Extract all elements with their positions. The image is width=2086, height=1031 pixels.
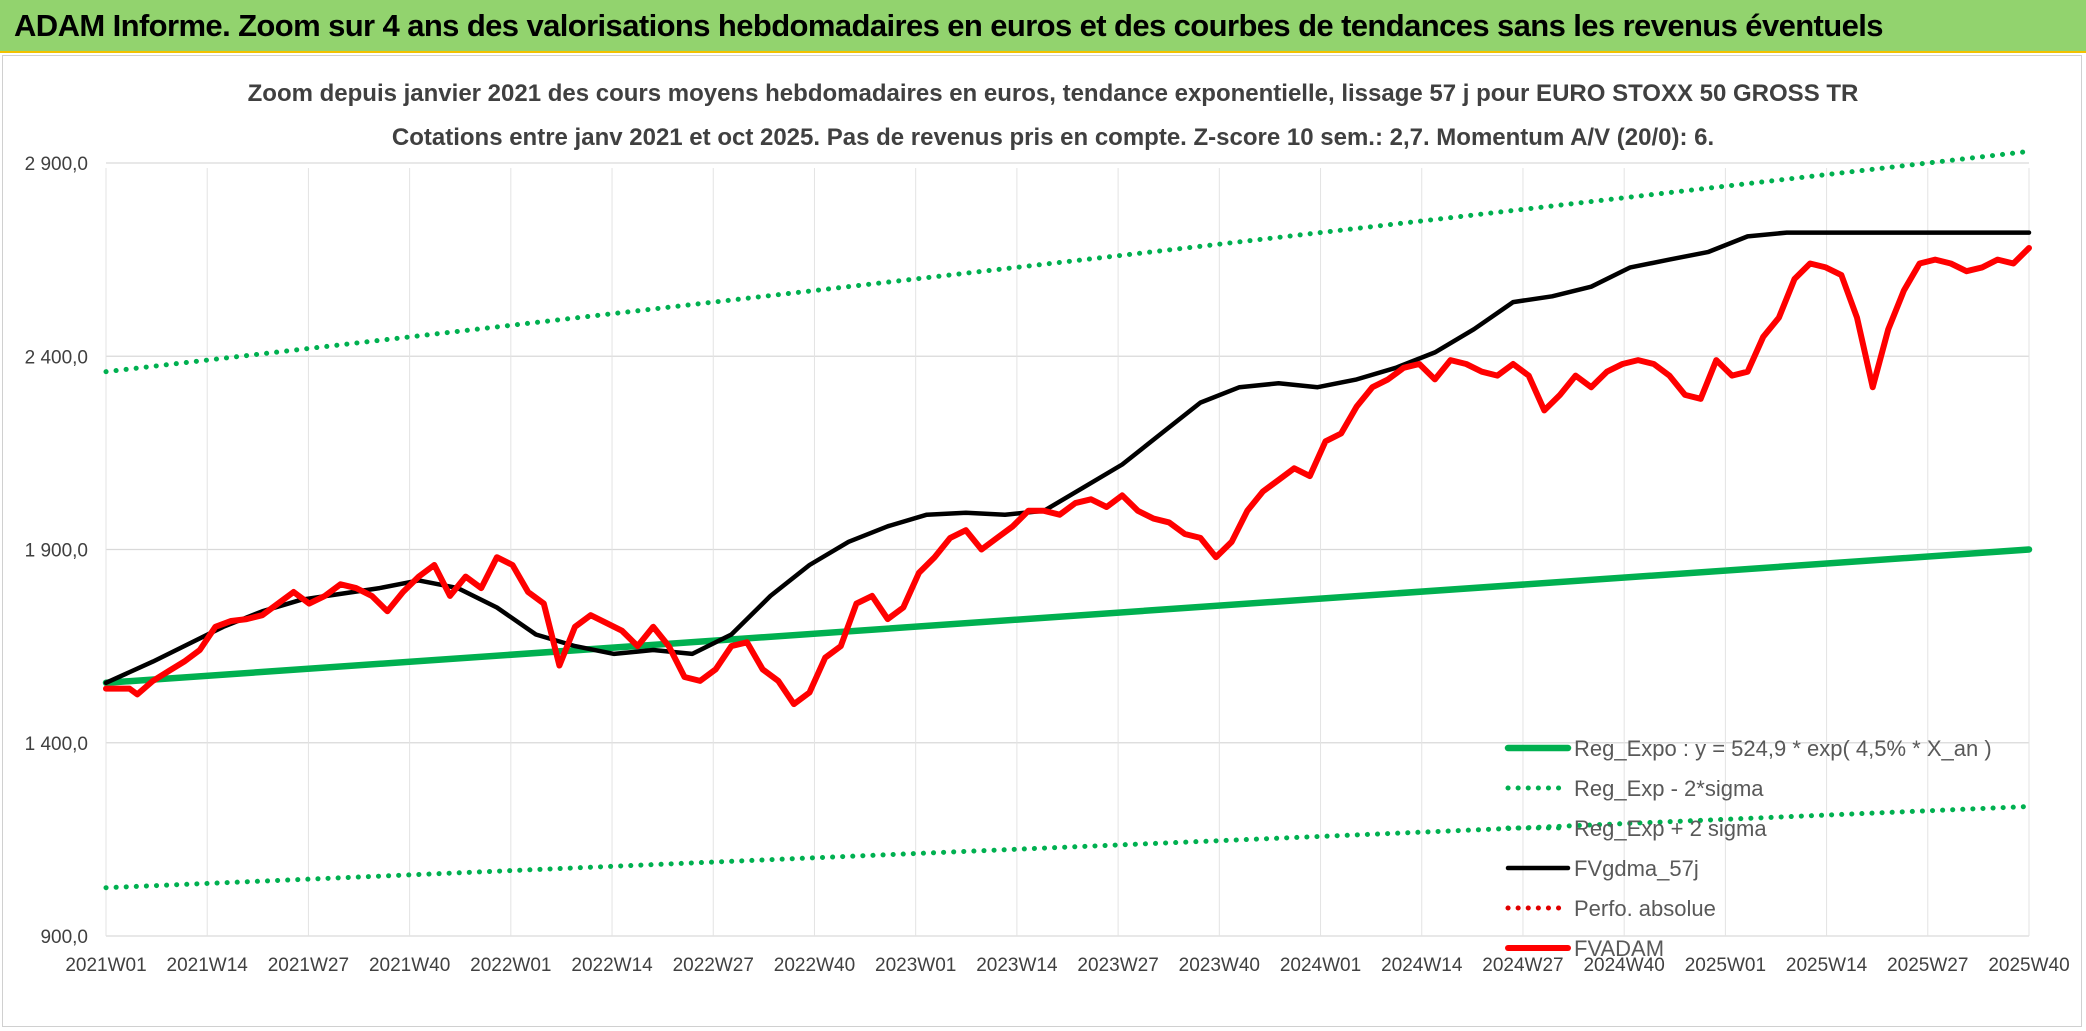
x-tick-label: 2024W14 — [1381, 955, 1463, 976]
line-chart: Zoom depuis janvier 2021 des cours moyen… — [25, 80, 2070, 976]
legend-label: FVADAM — [1574, 936, 1664, 961]
series-line-1 — [102, 546, 2033, 687]
chart-title: Zoom depuis janvier 2021 des cours moyen… — [248, 80, 1859, 107]
report-banner: ADAM Informe. Zoom sur 4 ans des valoris… — [0, 0, 2086, 53]
x-tick-label: 2024W01 — [1280, 955, 1361, 976]
chart-subtitle: Cotations entre janv 2021 et oct 2025. P… — [392, 124, 1714, 151]
x-tick-label: 2025W27 — [1887, 955, 1968, 976]
x-tick-label: 2025W01 — [1685, 955, 1766, 976]
x-tick-label: 2024W40 — [1583, 955, 1664, 976]
x-tick-label: 2021W40 — [369, 955, 450, 976]
legend-label: Reg_Expo : y = 524,9 * exp( 4,5% * X_an … — [1574, 736, 1992, 761]
legend-label: Reg_Exp - 2*sigma — [1574, 776, 1764, 801]
legend-label: Perfo. absolue — [1574, 896, 1716, 921]
legend-label: Reg_Exp + 2 sigma — [1574, 816, 1767, 841]
x-tick-label: 2023W27 — [1077, 955, 1158, 976]
x-tick-label: 2023W40 — [1179, 955, 1260, 976]
x-tick-label: 2022W27 — [673, 955, 754, 976]
y-tick-label: 2 900,0 — [25, 154, 88, 175]
y-tick-label: 1 400,0 — [25, 734, 88, 755]
report-title: ADAM Informe. Zoom sur 4 ans des valoris… — [14, 8, 1884, 43]
y-tick-label: 900,0 — [40, 927, 88, 948]
series-line-6 — [103, 245, 2032, 708]
chart-frame: Zoom depuis janvier 2021 des cours moyen… — [2, 55, 2082, 1027]
series-line-2 — [103, 804, 2032, 891]
y-tick-label: 1 900,0 — [25, 541, 88, 562]
x-tick-label: 2022W14 — [571, 955, 653, 976]
x-tick-label: 2025W14 — [1786, 955, 1868, 976]
x-tick-label: 2023W01 — [875, 955, 956, 976]
x-tick-label: 2022W40 — [774, 955, 855, 976]
series-line-3 — [103, 148, 2032, 375]
x-tick-label: 2025W40 — [1988, 955, 2069, 976]
x-tick-label: 2024W27 — [1482, 955, 1563, 976]
legend-label: FVgdma_57j — [1574, 856, 1699, 881]
series-line-4 — [103, 230, 2032, 686]
x-tick-label: 2022W01 — [470, 955, 551, 976]
x-tick-label: 2021W01 — [65, 955, 146, 976]
y-tick-label: 2 400,0 — [25, 347, 88, 368]
x-tick-label: 2023W14 — [976, 955, 1058, 976]
x-tick-label: 2021W14 — [167, 955, 249, 976]
x-tick-label: 2021W27 — [268, 955, 349, 976]
